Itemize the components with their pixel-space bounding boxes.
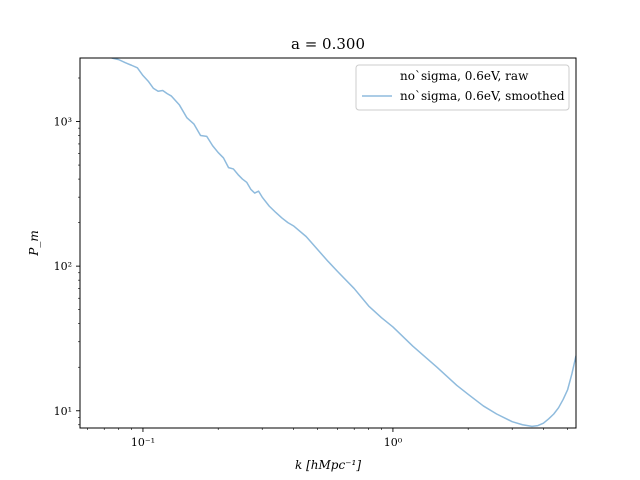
series-layer: [111, 58, 576, 428]
series-line-smoothed: [111, 58, 576, 428]
chart-title: a = 0.300: [291, 35, 365, 53]
axis-layer: 10⁻¹ 10⁰ 10¹ 10² 10³: [54, 77, 568, 449]
x-tick-label: 10⁰: [384, 436, 403, 449]
x-axis-label: k [hMpc⁻¹]: [295, 458, 361, 472]
legend: no`sigma, 0.6eV, raw no`sigma, 0.6eV, sm…: [355, 64, 570, 111]
legend-label-raw: no`sigma, 0.6eV, raw: [400, 69, 529, 83]
legend-label-smoothed: no`sigma, 0.6eV, smoothed: [400, 89, 565, 103]
y-tick-label: 10²: [54, 260, 72, 273]
plot-area-frame: [79, 57, 577, 429]
y-axis-label: P_m: [27, 230, 41, 256]
legend-box: [355, 64, 570, 111]
x-tick-label: 10⁻¹: [131, 436, 155, 449]
y-tick-label: 10³: [54, 116, 72, 129]
y-tick-label: 10¹: [54, 405, 72, 418]
